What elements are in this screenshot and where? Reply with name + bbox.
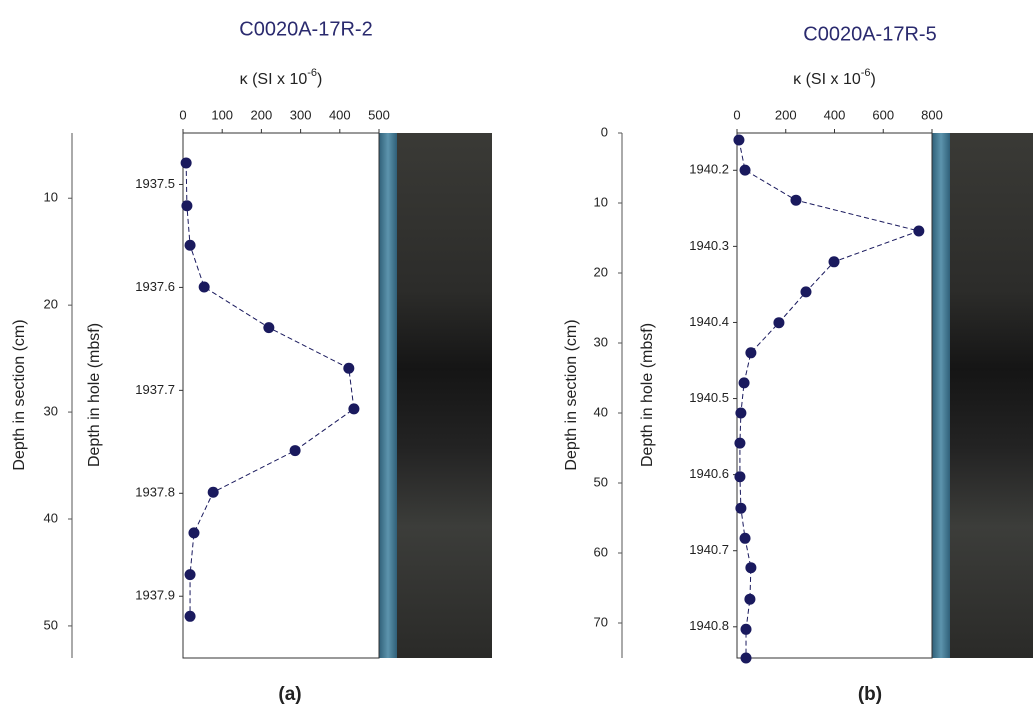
y2-tick-label: 1940.4	[689, 314, 729, 329]
y-tick-label: 0	[601, 124, 608, 139]
x-axis-label: κ (SI x 10-6)	[240, 67, 323, 88]
y-tick-label: 30	[44, 404, 58, 419]
y2-tick-label: 1940.2	[689, 162, 729, 177]
data-point	[184, 569, 196, 581]
x-tick-label: 200	[775, 107, 797, 122]
y-axis-label: Depth in section (cm)	[563, 319, 580, 470]
chart-title: C0020A-17R-2	[239, 18, 372, 40]
y2-tick-label: 1937.9	[135, 588, 175, 603]
y-tick-label: 70	[594, 614, 608, 629]
y-axis-label: Depth in section (cm)	[11, 319, 28, 470]
data-point	[740, 623, 752, 635]
x-axis-label-exponent: -6	[307, 67, 317, 79]
y-tick-label: 20	[594, 264, 608, 279]
data-point	[181, 200, 193, 212]
data-point	[790, 194, 802, 206]
x-tick-label: 400	[824, 107, 846, 122]
data-point	[745, 347, 757, 359]
y-tick-label: 40	[594, 404, 608, 419]
x-tick-label: 100	[211, 107, 233, 122]
y2-tick-label: 1940.8	[689, 618, 729, 633]
data-point	[913, 225, 925, 237]
y2-tick-label: 1940.3	[689, 238, 729, 253]
x-tick-label: 0	[733, 107, 740, 122]
data-point	[180, 157, 192, 169]
y-tick-label: 10	[594, 194, 608, 209]
y-tick-label: 10	[44, 190, 58, 205]
plot-frame	[736, 132, 933, 659]
data-point	[739, 164, 751, 176]
data-point	[734, 471, 746, 483]
y-tick-label: 50	[594, 474, 608, 489]
y-tick-label: 60	[594, 544, 608, 559]
y-tick-label: 20	[44, 297, 58, 312]
x-axis-label: κ (SI x 10-6)	[793, 67, 876, 88]
panel-label: (b)	[858, 684, 882, 705]
data-point	[348, 403, 360, 415]
data-line	[185, 162, 355, 617]
y2-tick-label: 1940.5	[689, 390, 729, 405]
core-ruler	[379, 133, 397, 658]
x-tick-label: 400	[329, 107, 351, 122]
y2-tick-label: 1940.6	[689, 466, 729, 481]
y-tick-label: 30	[594, 334, 608, 349]
data-point	[733, 134, 745, 146]
x-tick-label: 0	[179, 107, 186, 122]
data-point	[184, 239, 196, 251]
y2-tick-label: 1937.6	[135, 279, 175, 294]
x-tick-label: 600	[872, 107, 894, 122]
data-point	[744, 593, 756, 605]
data-point	[800, 286, 812, 298]
core-ruler	[932, 133, 950, 658]
data-point	[184, 610, 196, 622]
y-tick-label: 50	[44, 617, 58, 632]
data-point	[735, 407, 747, 419]
data-point	[343, 362, 355, 374]
y2-tick-label: 1940.7	[689, 542, 729, 557]
y2-tick-label: 1937.8	[135, 485, 175, 500]
data-line	[738, 139, 921, 658]
data-point	[738, 377, 750, 389]
data-point	[739, 532, 751, 544]
core-photo	[379, 133, 492, 658]
data-point	[188, 527, 200, 539]
data-point	[198, 281, 210, 293]
data-point	[207, 486, 219, 498]
data-point	[263, 322, 275, 334]
x-axis-label-text: κ (SI x 10	[240, 71, 308, 88]
data-point	[773, 317, 785, 329]
data-point	[828, 256, 840, 268]
x-axis-label-text: κ (SI x 10	[793, 71, 861, 88]
x-axis-label-exponent: -6	[861, 67, 871, 79]
plot-frame	[182, 132, 380, 659]
y2-tick-label: 1937.5	[135, 176, 175, 191]
y2-tick-label: 1937.7	[135, 382, 175, 397]
data-point	[734, 437, 746, 449]
x-tick-label: 800	[921, 107, 943, 122]
data-point	[735, 502, 747, 514]
data-point	[289, 445, 301, 457]
data-point	[740, 652, 752, 664]
x-tick-label: 200	[251, 107, 273, 122]
x-tick-label: 300	[290, 107, 312, 122]
chart-title: C0020A-17R-5	[803, 23, 936, 45]
x-axis-label-suffix: )	[317, 71, 322, 88]
data-point	[745, 562, 757, 574]
y-tick-label: 40	[44, 510, 58, 525]
panel-label: (a)	[278, 684, 301, 705]
y2-axis-label: Depth in hole (mbsf)	[639, 323, 656, 467]
y2-axis-label: Depth in hole (mbsf)	[86, 323, 103, 467]
x-axis-label-suffix: )	[871, 71, 876, 88]
x-tick-label: 500	[368, 107, 390, 122]
